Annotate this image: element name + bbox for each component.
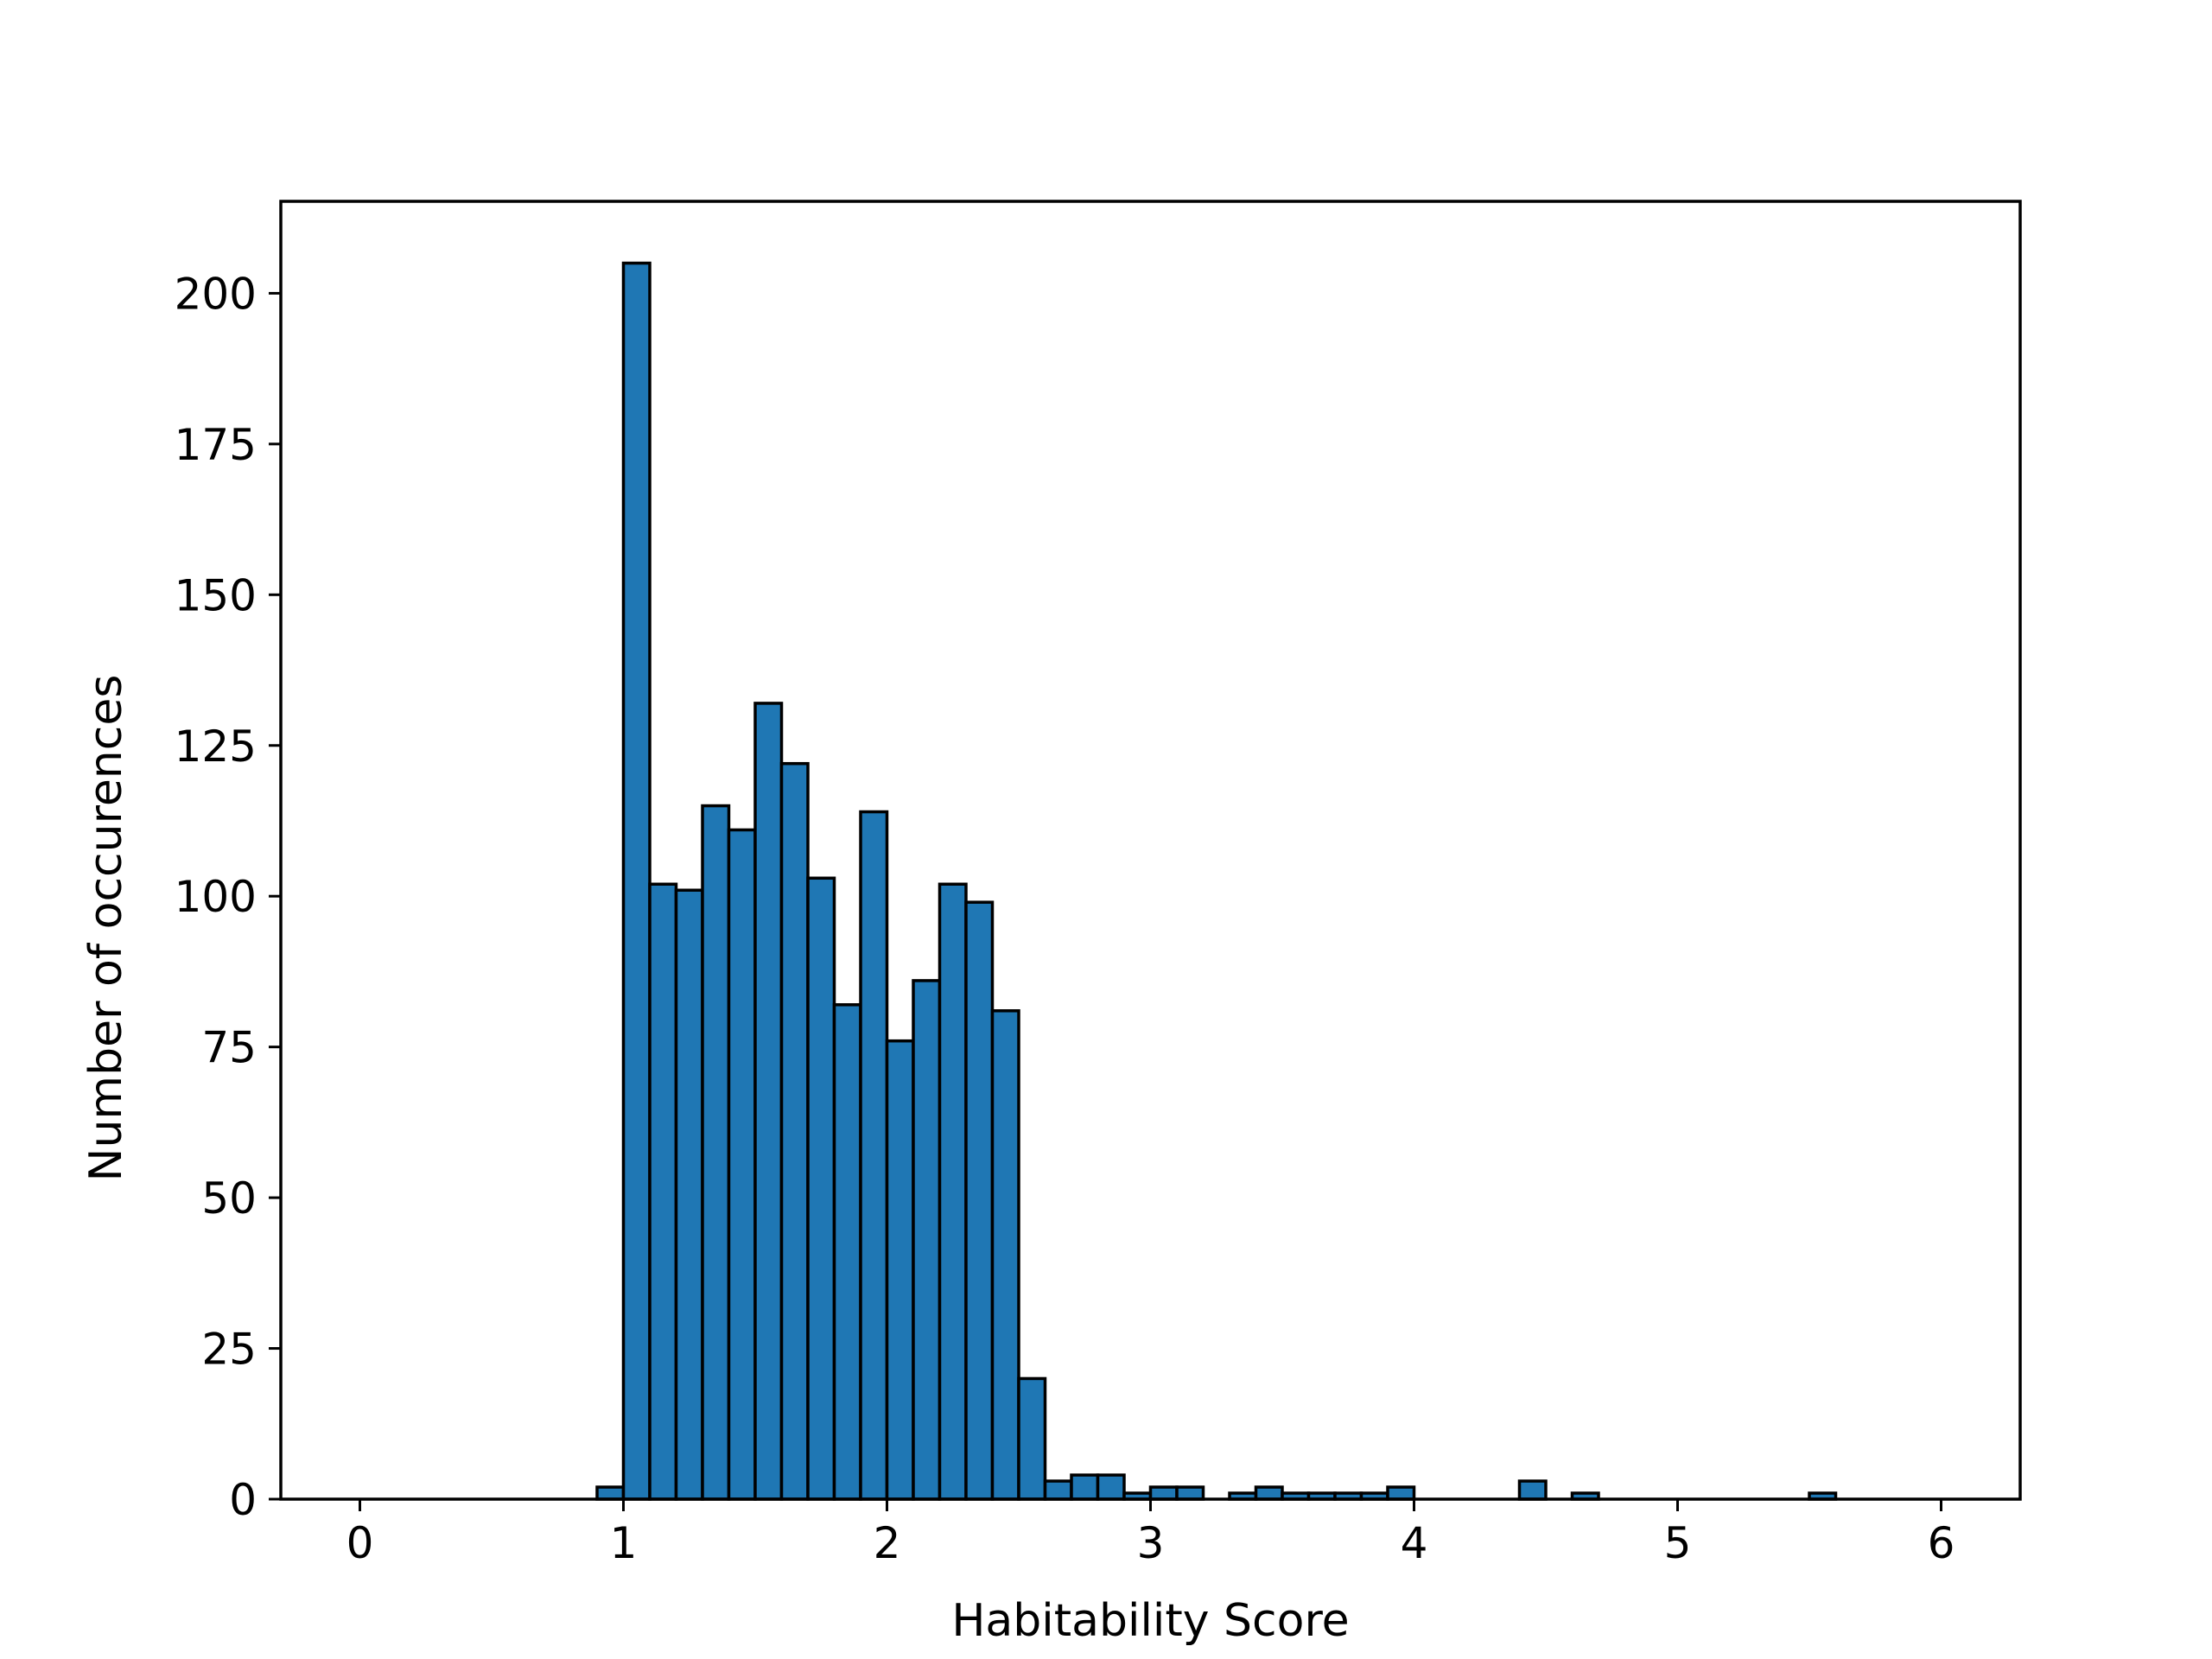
histogram-bar xyxy=(1070,1473,1100,1501)
histogram-bar xyxy=(912,979,942,1501)
y-axis-label: Number of occurences xyxy=(80,675,132,1182)
histogram-bar xyxy=(1386,1485,1416,1501)
y-tick-label: 150 xyxy=(175,570,257,620)
y-tick-label: 0 xyxy=(229,1475,257,1525)
histogram-bar xyxy=(779,761,810,1501)
histogram-bar xyxy=(1254,1485,1284,1501)
y-tick-label: 200 xyxy=(175,269,257,319)
histogram-bar xyxy=(964,900,995,1501)
y-tick-label: 25 xyxy=(201,1325,257,1375)
histogram-bar xyxy=(674,888,704,1501)
histogram-bar xyxy=(1175,1485,1205,1501)
bars-group xyxy=(595,261,1838,1501)
x-axis-label: Habitability Score xyxy=(951,1595,1349,1647)
histogram-bar xyxy=(727,828,757,1501)
histogram-bar xyxy=(832,1003,862,1501)
x-tick-label: 5 xyxy=(1664,1518,1692,1568)
histogram-bar xyxy=(1017,1376,1047,1501)
y-tick-label: 75 xyxy=(201,1023,257,1073)
x-tick-label: 3 xyxy=(1137,1518,1165,1568)
histogram-bar xyxy=(621,261,652,1501)
x-axis-ticks: 0 1 2 3 4 5 6 xyxy=(346,1499,1955,1568)
x-tick-label: 6 xyxy=(1928,1518,1955,1568)
x-tick-label: 2 xyxy=(874,1518,901,1568)
histogram-bar xyxy=(1043,1479,1073,1501)
histogram-bar xyxy=(648,882,678,1501)
y-tick-label: 100 xyxy=(175,872,257,922)
histogram-bar xyxy=(1096,1473,1126,1501)
histogram-bar xyxy=(753,702,784,1501)
histogram-bar xyxy=(806,876,836,1501)
y-tick-label: 125 xyxy=(175,721,257,772)
x-tick-label: 0 xyxy=(346,1518,374,1568)
x-tick-label: 4 xyxy=(1401,1518,1428,1568)
y-tick-label: 175 xyxy=(175,420,257,470)
y-tick-label: 50 xyxy=(201,1173,257,1224)
plot-frame xyxy=(279,200,2022,1501)
histogram-bar xyxy=(701,804,731,1501)
histogram-bar xyxy=(859,810,889,1501)
histogram-bar xyxy=(990,1009,1020,1501)
histogram-bar xyxy=(595,1485,626,1501)
histogram-bar xyxy=(885,1039,915,1501)
histogram-bar xyxy=(1517,1479,1548,1501)
x-tick-label: 1 xyxy=(610,1518,638,1568)
histogram-bar xyxy=(938,882,968,1501)
histogram-bar xyxy=(1148,1485,1179,1501)
y-axis-ticks: 0 25 50 75 100 125 150 175 200 xyxy=(175,269,281,1525)
